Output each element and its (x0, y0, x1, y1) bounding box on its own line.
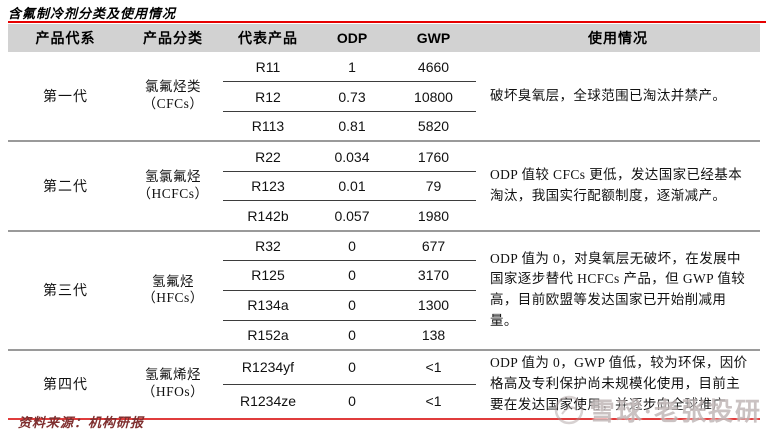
odp-value: 0 (313, 384, 391, 420)
gwp-value: 1300 (391, 290, 476, 321)
table-row: R12 0.73 10800 (8, 81, 760, 113)
header-row: 产品代系 产品分类 代表产品 ODP GWP 使用情况 (8, 24, 760, 52)
gwp-value: 138 (391, 320, 476, 351)
odp-value: 0 (313, 320, 391, 351)
column-header-odp: ODP (336, 30, 368, 46)
class-name: 氢氟烃 (152, 273, 194, 289)
refrigerant-table: 产品代系 产品分类 代表产品 ODP GWP 使用情况 第一代 氯氟烃类 （CF… (8, 24, 760, 420)
generation-cell: 第二代 (8, 141, 123, 232)
table-row: 第一代 氯氟烃类 （CFCs） R11 1 4660 破坏臭氧层，全球范围已淘汰… (8, 52, 760, 143)
table-row: 第三代 氢氟烃 （HFCs） R32 0 677 ODP 值为 0，对臭氧层无破… (8, 230, 760, 351)
usage-text: ODP 值为 0，对臭氧层无破坏，在发展中国家逐步替代 HCFCs 产品，但 G… (476, 230, 760, 351)
title-underline (8, 21, 766, 23)
product-code: R123 (223, 171, 313, 202)
table-row: R134a 0 1300 (8, 290, 760, 321)
odp-value: 0.81 (313, 111, 391, 143)
gwp-value: 79 (391, 171, 476, 202)
product-code: R113 (223, 111, 313, 143)
table-row: R125 0 3170 (8, 260, 760, 291)
table-row: R123 0.01 79 (8, 171, 760, 202)
gwp-value: 4660 (391, 52, 476, 83)
usage-text: 破坏臭氧层，全球范围已淘汰并禁产。 (476, 52, 760, 143)
column-header-gwp: GWP (416, 30, 451, 46)
table-row: R1234ze 0 <1 (8, 384, 760, 420)
product-code: R125 (223, 260, 313, 291)
generation-cell: 第三代 (8, 230, 123, 351)
column-header-product: 代表产品 (238, 32, 298, 47)
gwp-value: 10800 (391, 81, 476, 113)
product-code: R11 (223, 52, 313, 83)
odp-value: 0.034 (313, 141, 391, 172)
class-abbr: （HFCs） (142, 290, 204, 306)
odp-value: 0.057 (313, 200, 391, 232)
product-code: R12 (223, 81, 313, 113)
generation-cell: 第一代 (8, 52, 123, 143)
column-header-class: 产品分类 (143, 32, 203, 47)
product-code: R1234ze (223, 384, 313, 420)
class-name: 氢氯氟烃 (145, 169, 201, 185)
odp-value: 0 (313, 260, 391, 291)
table-row: 第四代 氢氟烯烃 （HFOs） R1234yf 0 <1 ODP 值为 0，GW… (8, 349, 760, 420)
gwp-value: 5820 (391, 111, 476, 143)
page-title: 含氟制冷剂分类及使用情况 (8, 6, 177, 21)
column-header-generation: 产品代系 (35, 32, 96, 47)
gwp-value: <1 (391, 384, 476, 420)
product-code: R134a (223, 290, 313, 321)
product-code: R142b (223, 200, 313, 232)
gwp-value: 677 (391, 230, 476, 262)
class-cell: 氢氯氟烃 （HCFCs） (123, 141, 223, 232)
odp-value: 0 (313, 230, 391, 262)
gwp-value: <1 (391, 349, 476, 385)
class-cell: 氢氟烯烃 （HFOs） (123, 349, 223, 420)
table-row: R152a 0 138 (8, 320, 760, 351)
data-source-note: 资料来源：机构研报 (18, 415, 145, 430)
gwp-value: 1760 (391, 141, 476, 172)
odp-value: 0 (313, 349, 391, 385)
column-header-usage: 使用情况 (588, 32, 648, 47)
class-abbr: （HFOs） (141, 384, 205, 400)
class-abbr: （HCFCs） (137, 186, 209, 202)
class-abbr: （CFCs） (142, 96, 204, 112)
product-code: R32 (223, 230, 313, 262)
class-name: 氢氟烯烃 (145, 367, 201, 383)
gwp-value: 1980 (391, 200, 476, 232)
gwp-value: 3170 (391, 260, 476, 291)
class-cell: 氯氟烃类 （CFCs） (123, 52, 223, 143)
class-cell: 氢氟烃 （HFCs） (123, 230, 223, 351)
product-code: R152a (223, 320, 313, 351)
product-code: R22 (223, 141, 313, 172)
class-name: 氯氟烃类 (145, 79, 201, 95)
odp-value: 0 (313, 290, 391, 321)
table-row: R142b 0.057 1980 (8, 200, 760, 232)
usage-text: ODP 值较 CFCs 更低，发达国家已经基本淘汰，我国实行配额制度，逐渐减产。 (476, 141, 760, 232)
table-row: 第二代 氢氯氟烃 （HCFCs） R22 0.034 1760 ODP 值较 C… (8, 141, 760, 232)
odp-value: 0.01 (313, 171, 391, 202)
odp-value: 0.73 (313, 81, 391, 113)
generation-cell: 第四代 (8, 349, 123, 420)
product-code: R1234yf (223, 349, 313, 385)
usage-text: ODP 值为 0，GWP 值低，较为环保，因价格高及专利保护尚未规模化使用，目前… (476, 349, 760, 420)
odp-value: 1 (313, 52, 391, 83)
table-row: R113 0.81 5820 (8, 111, 760, 143)
